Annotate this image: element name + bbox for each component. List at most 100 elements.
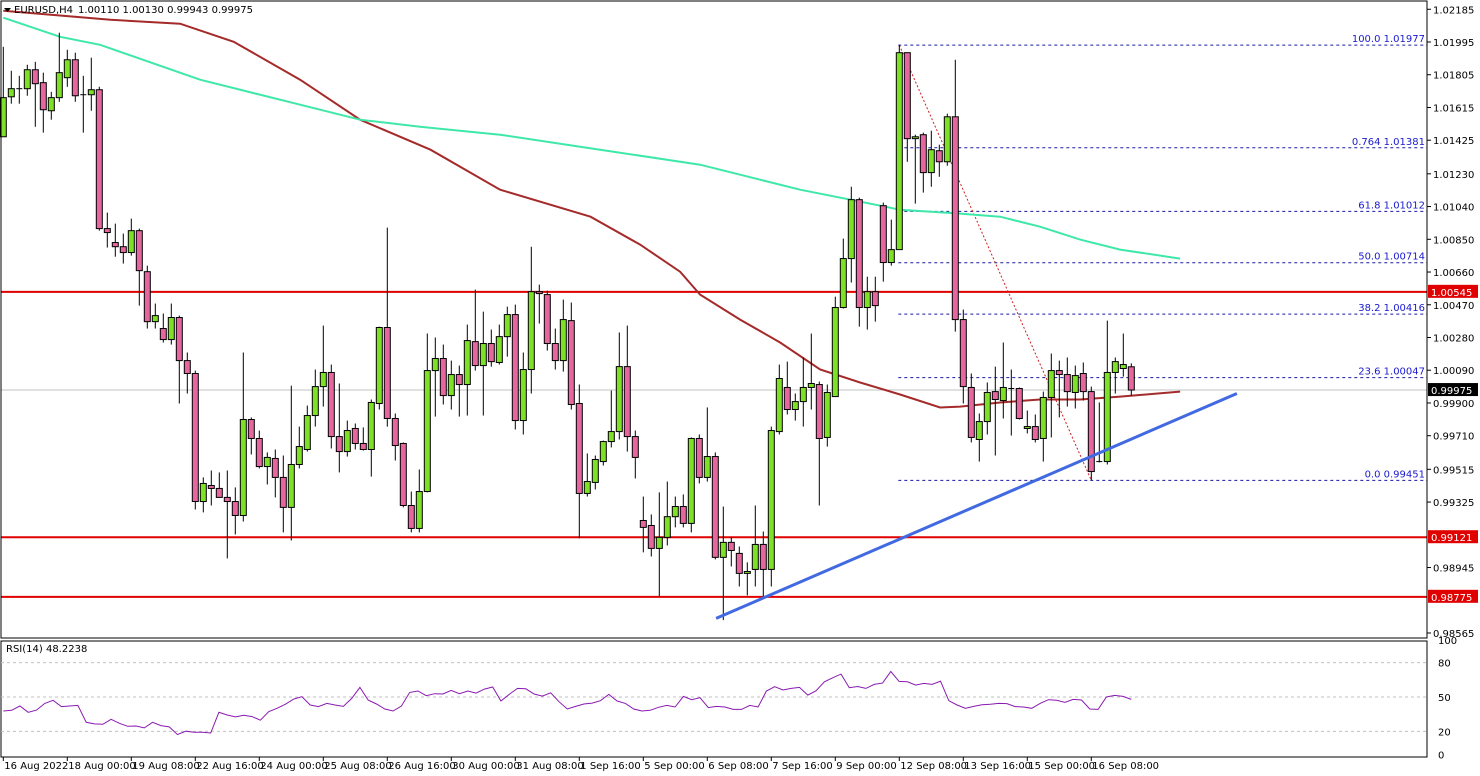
time-label: 5 Sep 00:00 <box>644 761 704 772</box>
time-label: 16 Sep 08:00 <box>1092 761 1159 772</box>
candle <box>327 364 335 449</box>
rsi-pane[interactable]: RSI(14) 48.2238 100 80 50 20 0 <box>0 636 1457 762</box>
candle-body-bear <box>191 373 199 503</box>
candle-body-bear <box>1063 374 1071 393</box>
candle <box>559 299 567 372</box>
candle <box>1015 387 1023 420</box>
candle <box>111 223 119 257</box>
candle <box>799 357 807 427</box>
candle <box>551 328 559 370</box>
candle <box>727 537 735 567</box>
time-label: 13 Sep 16:00 <box>964 761 1031 772</box>
candle-body-bear <box>487 343 495 363</box>
candle <box>455 365 463 417</box>
triangle-down-icon[interactable] <box>4 8 11 12</box>
price-tick-label: 0.98565 <box>1433 629 1474 640</box>
candle <box>831 296 839 398</box>
candle-body-bear <box>39 82 47 111</box>
candle-body-bull <box>999 386 1007 402</box>
candle-body-bull <box>55 72 63 99</box>
candle-body-bull <box>0 97 7 138</box>
candle-body-bear <box>135 230 143 272</box>
time-label: 26 Aug 16:00 <box>388 761 455 772</box>
candle-body-bull <box>423 370 431 493</box>
candle-body-bear <box>919 134 927 174</box>
fib-level-label: 0.764 1.01381 <box>1352 137 1425 148</box>
candle <box>927 130 935 187</box>
candle <box>887 219 895 266</box>
time-label: 18 Aug 00:00 <box>68 761 135 772</box>
current-price-tag-bg <box>1428 383 1478 397</box>
candle-body-bull <box>319 371 327 388</box>
candle-body-bull <box>87 89 95 96</box>
candle <box>679 494 687 528</box>
candle <box>175 315 183 404</box>
ascending-trendline[interactable] <box>715 392 1238 620</box>
candle-body-bull <box>687 437 695 524</box>
candle <box>223 470 231 559</box>
price-pane[interactable]: 100.0 1.01977 0.764 1.01381 61.8 1.01012 50… <box>0 9 1427 621</box>
fibonacci-retracement[interactable]: 100.0 1.01977 0.764 1.01381 61.8 1.01012 50… <box>898 34 1427 481</box>
candle <box>879 202 887 282</box>
candle-body-bull <box>791 401 799 411</box>
candle-body-bull <box>343 430 351 453</box>
candle-body-bull <box>1111 361 1119 373</box>
price-tick-label: 1.00090 <box>1433 366 1474 377</box>
candle-body-bear <box>95 89 103 230</box>
price-tag-bg <box>1428 530 1478 544</box>
trendline-group[interactable] <box>715 392 1238 620</box>
time-label: 19 Aug 08:00 <box>132 761 199 772</box>
candle-body-bear <box>1031 426 1039 441</box>
candle-body-bull <box>447 374 455 397</box>
fib-level-label: 61.8 1.01012 <box>1358 200 1425 211</box>
candle <box>103 212 111 248</box>
candle-body-bull <box>7 88 15 98</box>
rsi-pane-border <box>0 640 1428 758</box>
candle <box>311 369 319 427</box>
candle <box>63 49 71 87</box>
candle <box>391 413 399 461</box>
price-pane-border <box>0 0 1428 639</box>
candle-body-bear <box>991 391 999 401</box>
price-tick-label: 1.01230 <box>1433 170 1474 181</box>
price-tag-label: 1.00545 <box>1431 288 1472 299</box>
candle <box>423 333 431 493</box>
candle-body-bull <box>767 430 775 570</box>
candle <box>135 228 143 306</box>
candle <box>87 57 95 111</box>
price-axis[interactable]: 1.02185 1.01995 1.01805 1.01615 1.01425 1.012… <box>1427 5 1474 640</box>
candle <box>119 233 127 264</box>
candle <box>935 144 943 177</box>
candle-body-bear <box>735 552 743 574</box>
candle <box>823 384 831 447</box>
candle <box>775 364 783 435</box>
candle-body-bear <box>959 319 967 388</box>
price-tick-label: 0.98945 <box>1433 564 1474 575</box>
candle <box>911 134 919 204</box>
candle <box>863 276 871 330</box>
time-label: 9 Sep 00:00 <box>836 761 896 772</box>
candle-body-bull <box>719 541 727 558</box>
candle <box>359 427 367 451</box>
candle <box>375 326 383 410</box>
candle <box>687 437 695 533</box>
candle-body-bull <box>519 369 527 422</box>
rsi-tick-label: 80 <box>1438 659 1451 670</box>
candle <box>471 289 479 371</box>
candle-body-bear <box>1127 366 1135 391</box>
candle <box>535 284 543 324</box>
candle <box>1055 360 1063 418</box>
candle <box>1039 391 1047 462</box>
price-tick-label: 1.01615 <box>1433 103 1474 114</box>
candle-body-bull <box>559 319 567 362</box>
candle <box>71 52 79 102</box>
time-label: 1 Sep 16:00 <box>580 761 640 772</box>
candle-body-bear <box>695 437 703 478</box>
candle <box>791 393 799 421</box>
candle <box>80 75 87 133</box>
candle-body-bull <box>975 421 983 441</box>
price-tag-label: 0.99121 <box>1431 533 1472 544</box>
candle-body-bear <box>247 419 255 439</box>
